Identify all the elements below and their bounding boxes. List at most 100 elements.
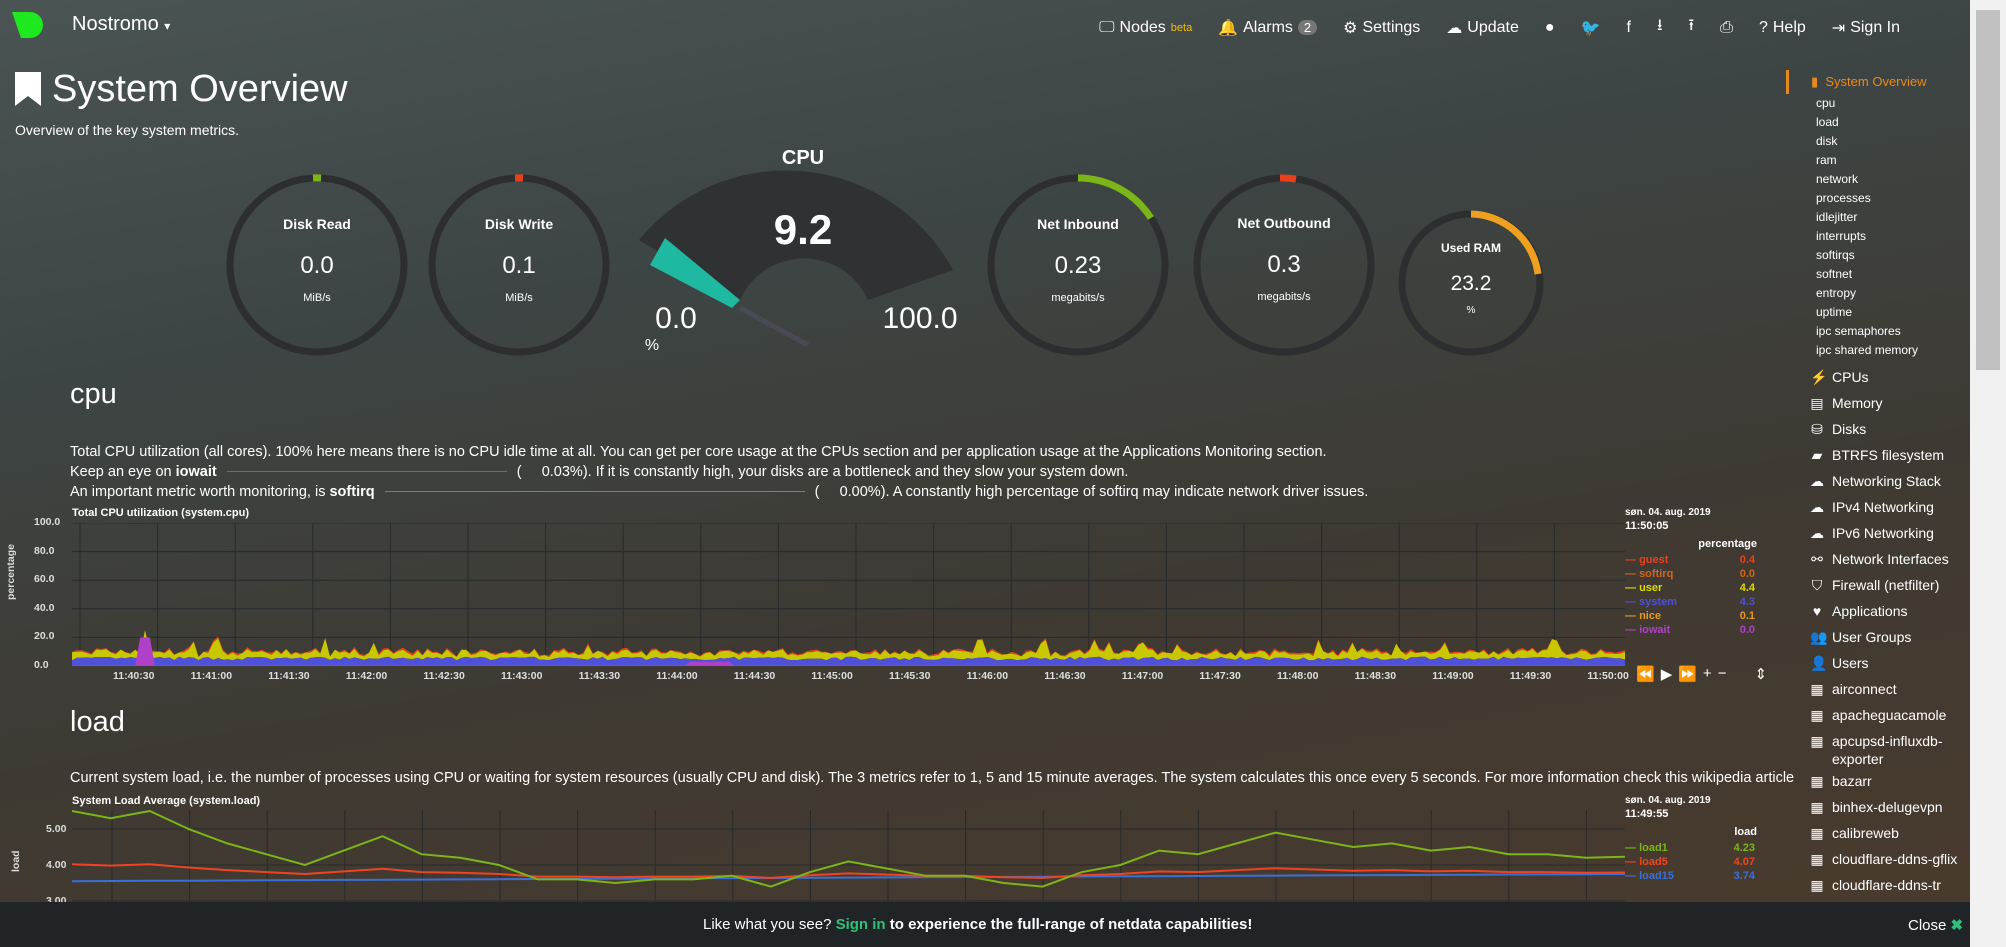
play-icon[interactable]: ▶	[1660, 666, 1673, 683]
sidebar-subitem-ipc-semaphores[interactable]: ipc semaphores	[1816, 324, 1901, 338]
github-icon[interactable]: ●	[1544, 18, 1555, 36]
zoom-out-icon[interactable]: −	[1717, 665, 1727, 682]
node-selector[interactable]: Nostromo ▾	[72, 13, 170, 36]
sidebar-subitem-cpu[interactable]: cpu	[1816, 96, 1836, 110]
sidebar-subitem-load[interactable]: load	[1816, 115, 1839, 129]
legend-time: 11:50:05	[1625, 520, 1669, 532]
alarms-count-badge: 2	[1297, 20, 1318, 35]
sidebar-item-ipv4-networking[interactable]: ☁ IPv4 Networking	[1786, 494, 1970, 520]
sidebar-item-network-interfaces[interactable]: ⚯ Network Interfaces	[1786, 546, 1970, 572]
page-title: System Overview	[52, 68, 348, 110]
legend-nice[interactable]: — nice 0.1	[1625, 610, 1755, 624]
sidebar-item-airconnect[interactable]: ▦ airconnect	[1786, 676, 1970, 702]
load5-line	[72, 863, 1625, 879]
alarms-button[interactable]: 🔔 Alarms 2	[1218, 18, 1318, 38]
label: binhex-delugevpn	[1832, 799, 1943, 815]
sidebar-subitem-ipc-shared-memory[interactable]: ipc shared memory	[1816, 343, 1919, 357]
legend-swatch: —	[1625, 870, 1640, 882]
sidebar-subitem-ram[interactable]: ram	[1816, 153, 1837, 167]
sidebar-item-apacheguacamole[interactable]: ▦ apacheguacamole	[1786, 702, 1970, 728]
twitter-icon[interactable]: 🐦	[1580, 19, 1601, 37]
sidebar-item-users[interactable]: 👤 Users	[1786, 650, 1970, 676]
legend-load15[interactable]: — load15 3.74	[1625, 870, 1755, 884]
sidebar-item-disks[interactable]: ⛁ Disks	[1786, 416, 1970, 442]
cpu-gauge-fill	[650, 238, 740, 308]
legend-iowait[interactable]: — iowait 0.0	[1625, 624, 1755, 638]
banner-close-button[interactable]: Close ✖	[1908, 916, 1963, 934]
sidebar-item-ipv6-networking[interactable]: ☁ IPv6 Networking	[1786, 520, 1970, 546]
section-icon: ▦	[1810, 799, 1824, 815]
legend-guest[interactable]: — guest 0.4	[1625, 554, 1755, 568]
cpu-gauge-unit: %	[644, 337, 660, 354]
cpu-desc-line1: Total CPU utilization (all cores). 100% …	[70, 444, 1327, 460]
nodes-button[interactable]: 🖵 Nodes beta	[1099, 19, 1192, 37]
netdata-logo-icon[interactable]	[12, 12, 44, 38]
legend-load1[interactable]: — load1 4.23	[1625, 842, 1755, 856]
label: Close	[1908, 917, 1947, 934]
scrollbar-thumb[interactable]	[1976, 10, 2000, 370]
sidebar-item-firewall-netfilter-[interactable]: ⛉ Firewall (netfilter)	[1786, 572, 1970, 598]
sidebar-item-cloudflare-ddns-gflix[interactable]: ▦ cloudflare-ddns-gflix	[1786, 846, 1970, 872]
sign-in-button[interactable]: ⇥ Sign In	[1832, 18, 1900, 38]
series-name: guest	[1639, 554, 1669, 566]
cloud-download-icon: ☁	[1446, 19, 1463, 37]
chart-toolbox: ⏪ ▶ ⏩ + − ⇕	[1636, 665, 1767, 683]
legend-user[interactable]: — user 4.4	[1625, 582, 1755, 596]
banner-signin-link[interactable]: Sign in	[835, 916, 886, 933]
pan-left-icon[interactable]: ⏪	[1636, 666, 1655, 683]
sidebar-subitem-idlejitter[interactable]: idlejitter	[1816, 210, 1858, 224]
sidebar-item-user-groups[interactable]: 👥 User Groups	[1786, 624, 1970, 650]
sidebar-item-system-overview[interactable]: ▮ System Overview	[1786, 70, 1970, 94]
cpu-chart-legend: søn. 04. aug. 2019 11:50:05 percentage —…	[1625, 507, 1757, 638]
legend-name: — guest	[1625, 554, 1668, 568]
legend-softirq[interactable]: — softirq 0.0	[1625, 568, 1755, 582]
legend-system[interactable]: — system 4.3	[1625, 596, 1755, 610]
sidebar-item-bazarr[interactable]: ▦ bazarr	[1786, 768, 1970, 794]
series-name: load1	[1639, 842, 1668, 854]
sidebar-subitem-softirqs[interactable]: softirqs	[1816, 248, 1855, 262]
series-name: load15	[1639, 870, 1674, 882]
legend-load5[interactable]: — load5 4.07	[1625, 856, 1755, 870]
label: Memory	[1832, 395, 1883, 411]
sidebar-item-cpus[interactable]: ⚡ CPUs	[1786, 364, 1970, 390]
download-icon[interactable]: ⭳	[1656, 17, 1663, 34]
sidebar-subitem-entropy[interactable]: entropy	[1816, 286, 1857, 300]
y-tick: 60.0	[34, 573, 55, 586]
print-icon[interactable]: ⎙	[1720, 18, 1733, 36]
sidebar-item-calibreweb[interactable]: ▦ calibreweb	[1786, 820, 1970, 846]
net-outbound-indicator	[1279, 174, 1297, 183]
sidebar-subitem-processes[interactable]: processes	[1816, 191, 1871, 205]
resize-handle-icon[interactable]: ⇕	[1754, 666, 1768, 683]
user-area	[72, 630, 1625, 661]
sidebar-item-networking-stack[interactable]: ☁ Networking Stack	[1786, 468, 1970, 494]
caret-down-icon: ▾	[164, 19, 171, 33]
y-tick: 80.0	[34, 544, 55, 557]
zoom-in-icon[interactable]: +	[1702, 665, 1712, 682]
pan-right-icon[interactable]: ⏩	[1678, 666, 1697, 683]
legend-swatch: —	[1625, 842, 1640, 854]
sidebar-item-apcupsd-influxdb-exporter[interactable]: ▦ apcupsd-influxdb-exporter	[1786, 728, 1970, 768]
settings-button[interactable]: ⚙ Settings	[1343, 18, 1420, 38]
help-button[interactable]: ? Help	[1759, 19, 1806, 37]
sidebar-item-btrfs-filesystem[interactable]: ▰ BTRFS filesystem	[1786, 442, 1970, 468]
update-button[interactable]: ☁ Update	[1446, 18, 1519, 38]
legend-value: 0.4	[1739, 554, 1755, 566]
sidebar-item-cloudflare-ddns-tr[interactable]: ▦ cloudflare-ddns-tr	[1786, 872, 1970, 898]
legend-name: — iowait	[1625, 624, 1670, 638]
ram-indicator	[1470, 210, 1542, 275]
sidebar-subitem-disk[interactable]: disk	[1816, 134, 1838, 148]
sidebar-subitem-uptime[interactable]: uptime	[1816, 305, 1853, 319]
sidebar-item-applications[interactable]: ♥ Applications	[1786, 598, 1970, 624]
facebook-icon[interactable]: f	[1626, 18, 1631, 36]
load-chart[interactable]	[72, 810, 1625, 902]
sidebar-item-memory[interactable]: ▤ Memory	[1786, 390, 1970, 416]
sidebar-item-binhex-delugevpn[interactable]: ▦ binhex-delugevpn	[1786, 794, 1970, 820]
sign-in-icon: ⇥	[1831, 19, 1846, 37]
sidebar-subitem-interrupts[interactable]: interrupts	[1816, 229, 1867, 243]
sidebar-subitem-softnet[interactable]: softnet	[1816, 267, 1853, 281]
load-chart-ylabel: load	[10, 850, 22, 872]
cpu-chart[interactable]	[72, 523, 1625, 666]
net-outbound-label: Net Outbound	[1237, 215, 1331, 231]
sidebar-subitem-network[interactable]: network	[1816, 172, 1859, 186]
upload-icon[interactable]: ⭱	[1688, 17, 1695, 34]
